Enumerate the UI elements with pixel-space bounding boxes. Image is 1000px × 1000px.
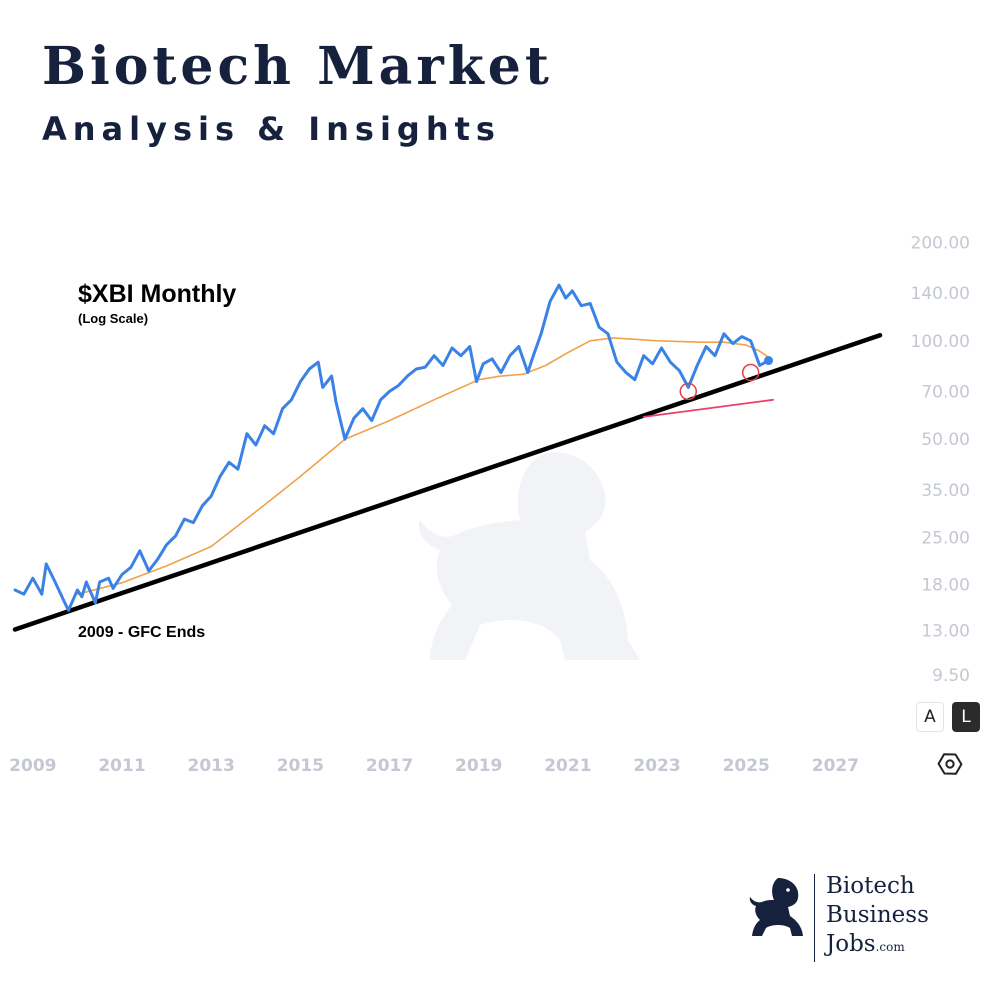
x-tick-label-1: 2009	[9, 756, 56, 776]
settings-hexagon-icon[interactable]	[937, 751, 963, 777]
x-tick-label-5: 2017	[366, 756, 413, 776]
chart-subtitle: (Log Scale)	[78, 311, 149, 326]
page-subtitle: Analysis & Insights	[42, 110, 501, 148]
logo-jobs: Jobs	[826, 931, 876, 957]
last-price-point	[764, 356, 774, 366]
x-tick-label-9: 2025	[723, 756, 770, 776]
brand-logo[interactable]: Biotech Business Jobs.com	[748, 872, 958, 967]
log-scale-button[interactable]: L	[952, 702, 980, 732]
logo-suffix: .com	[875, 940, 905, 954]
series-line-price	[13, 283, 770, 612]
y-tick-label-2: 140.00	[911, 284, 970, 304]
x-tick-label-4: 2015	[277, 756, 324, 776]
y-tick-label-4: 70.00	[921, 382, 970, 402]
x-tick-label-7: 2021	[544, 756, 591, 776]
series-line-moving-average	[76, 337, 770, 596]
series-line-support-line	[642, 398, 774, 418]
lion-watermark-icon	[418, 452, 640, 660]
y-tick-label-9: 13.00	[921, 622, 970, 642]
y-tick-label-3: 100.00	[911, 332, 970, 352]
lion-logo-icon	[749, 878, 803, 936]
logo-line-3: Jobs.com	[826, 930, 929, 962]
highlight-circle-2	[741, 363, 760, 382]
y-tick-label-10: 9.50	[932, 666, 970, 686]
page-title: Biotech Market	[42, 36, 553, 97]
y-tick-label-6: 35.00	[921, 481, 970, 501]
logo-line-2: Business	[826, 902, 929, 928]
highlight-circle-1	[679, 382, 698, 401]
series-line-trendline	[12, 332, 883, 632]
logo-text: Biotech Business Jobs.com	[826, 872, 929, 962]
chart-annotation: 2009 - GFC Ends	[78, 624, 206, 641]
chart-title: $XBI Monthly	[78, 280, 237, 308]
x-tick-label-3: 2013	[188, 756, 235, 776]
logo-line-1: Biotech	[826, 873, 915, 899]
x-tick-label-2: 2011	[98, 756, 145, 776]
logo-divider	[814, 874, 815, 962]
x-tick-label-8: 2023	[633, 756, 680, 776]
y-tick-label-1: 200.00	[911, 233, 970, 253]
y-tick-label-7: 25.00	[921, 529, 970, 549]
x-tick-label-6: 2019	[455, 756, 502, 776]
y-tick-label-5: 50.00	[921, 430, 970, 450]
auto-scale-button[interactable]: A	[916, 702, 944, 732]
y-tick-label-8: 18.00	[921, 575, 970, 595]
x-tick-label-10: 2027	[812, 756, 859, 776]
